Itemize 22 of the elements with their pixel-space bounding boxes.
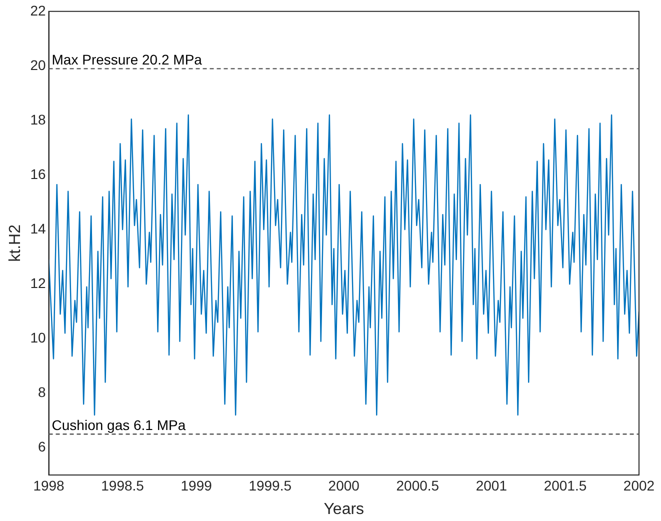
x-tick-label: 2001 bbox=[476, 477, 508, 494]
y-tick-label: 6 bbox=[38, 438, 46, 455]
y-tick-label: 10 bbox=[30, 330, 46, 346]
y-tick-label: 22 bbox=[30, 2, 46, 18]
ref-line-label: Cushion gas 6.1 MPa bbox=[52, 416, 186, 433]
x-tick-label: 1998 bbox=[33, 477, 65, 494]
x-tick-label: 2002 bbox=[623, 477, 655, 494]
x-tick-label: 2001.5 bbox=[544, 477, 587, 494]
x-tick-label: 2000.5 bbox=[396, 477, 440, 494]
y-tick-label: 8 bbox=[38, 384, 46, 400]
y-axis-title: kt.H2 bbox=[7, 224, 24, 262]
x-tick-label: 1999 bbox=[180, 477, 212, 494]
x-tick-label: 1999.5 bbox=[248, 477, 292, 494]
ref-line-label: Max Pressure 20.2 MPa bbox=[52, 52, 202, 68]
y-tick-label: 16 bbox=[30, 166, 46, 182]
y-tick-label: 14 bbox=[30, 220, 46, 236]
x-tick-label: 1998.5 bbox=[101, 477, 144, 494]
x-tick-label: 2000 bbox=[328, 477, 360, 494]
y-tick-label: 12 bbox=[30, 274, 46, 291]
y-tick-label: 20 bbox=[30, 56, 46, 73]
x-axis-title: Years bbox=[324, 500, 364, 518]
y-tick-label: 18 bbox=[30, 111, 46, 128]
